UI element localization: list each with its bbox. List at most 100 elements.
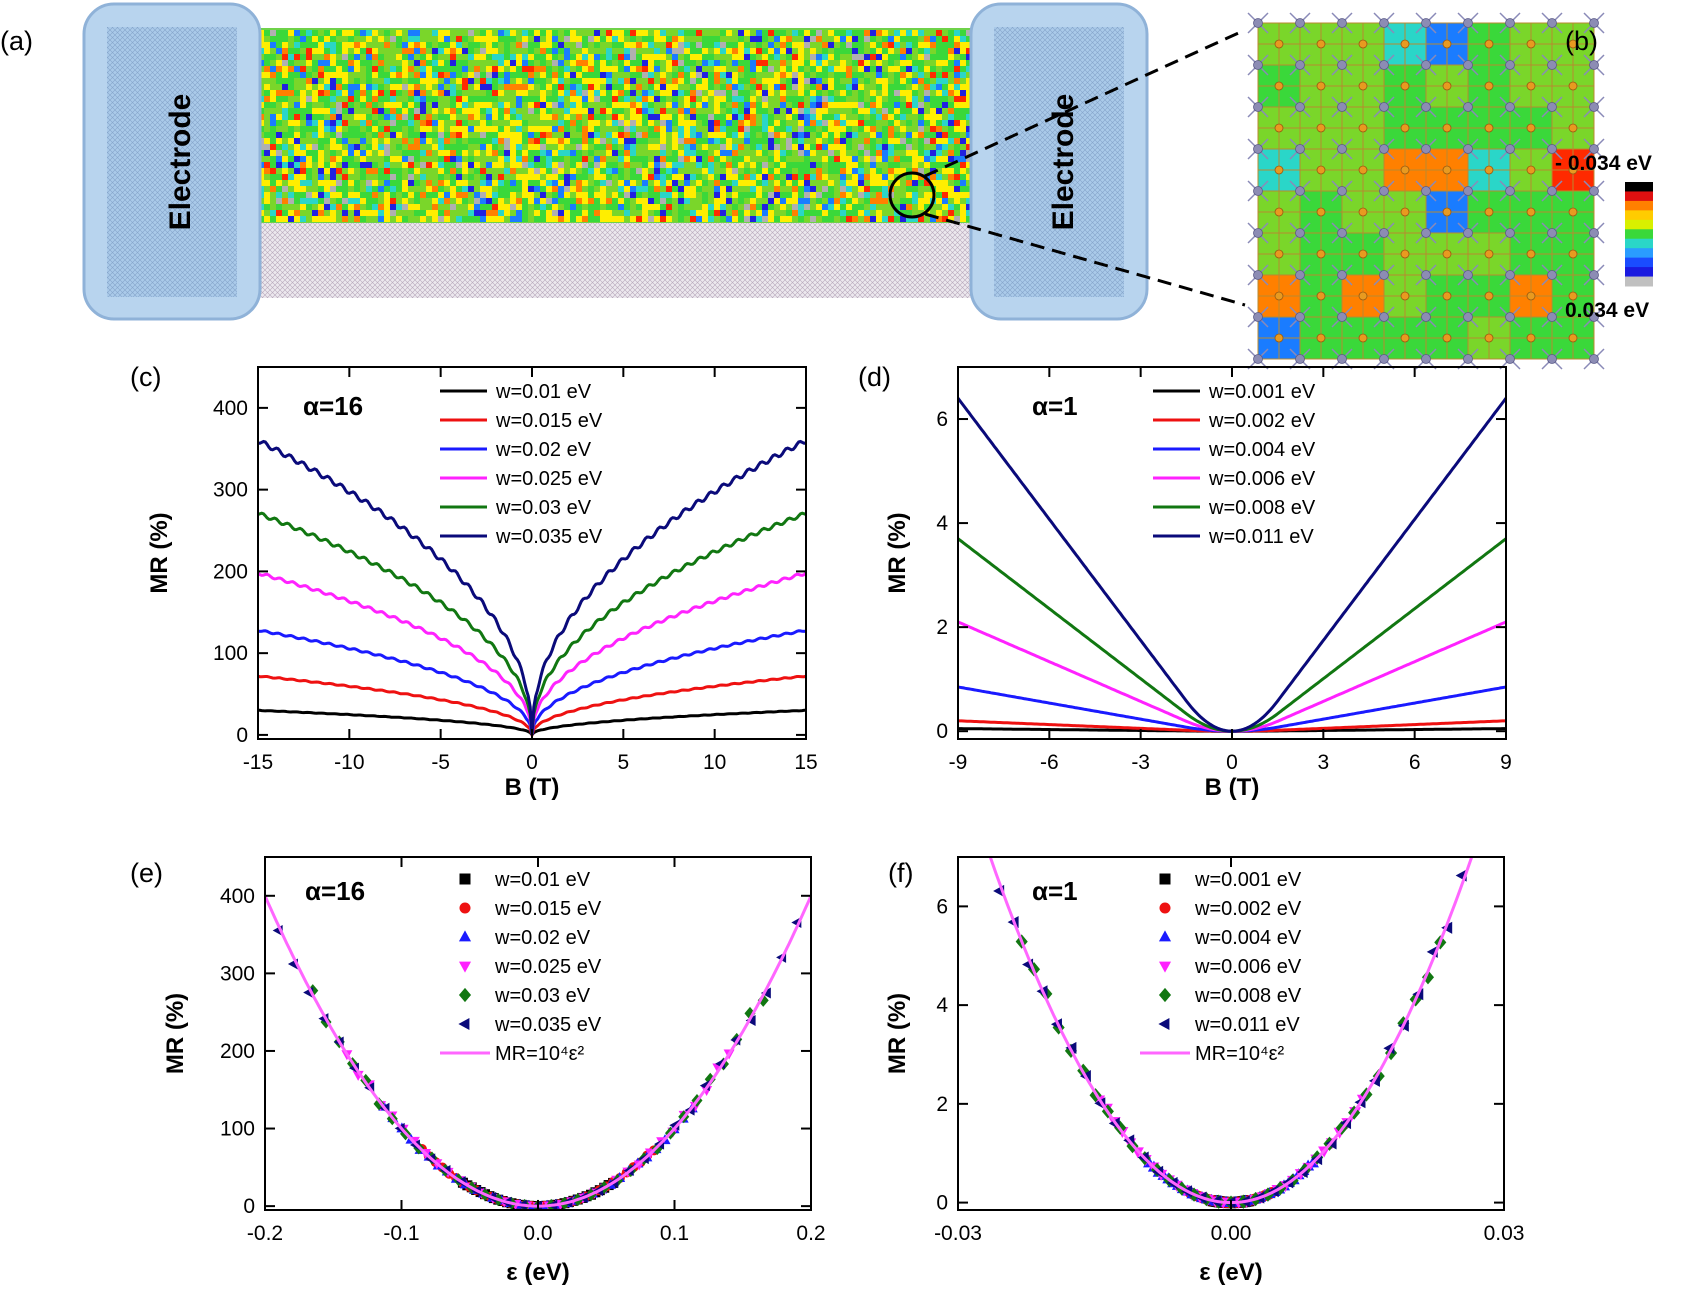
lattice-atom-site <box>1338 229 1347 238</box>
disorder-cell <box>858 102 864 108</box>
disorder-cell <box>450 66 456 72</box>
disorder-cell <box>270 108 276 114</box>
disorder-cell <box>876 126 882 132</box>
disorder-cell <box>810 72 816 78</box>
lattice-atom-center <box>1569 124 1577 132</box>
disorder-cell <box>828 84 834 90</box>
disorder-cell <box>588 198 594 204</box>
disorder-cell <box>774 114 780 120</box>
disorder-cell <box>288 90 294 96</box>
disorder-cell <box>564 96 570 102</box>
disorder-cell <box>348 204 354 210</box>
disorder-cell <box>810 216 816 222</box>
disorder-cell <box>870 54 876 60</box>
disorder-cell <box>318 162 324 168</box>
disorder-cell <box>954 36 960 42</box>
x-tick-label: 9 <box>1500 751 1512 774</box>
disorder-cell <box>774 78 780 84</box>
disorder-cell <box>906 144 912 150</box>
disorder-cell <box>768 102 774 108</box>
disorder-cell <box>810 66 816 72</box>
disorder-cell <box>738 186 744 192</box>
disorder-cell <box>432 60 438 66</box>
disorder-cell <box>342 138 348 144</box>
disorder-cell <box>858 168 864 174</box>
disorder-cell <box>306 204 312 210</box>
disorder-cell <box>942 186 948 192</box>
disorder-cell <box>834 210 840 216</box>
disorder-cell <box>876 204 882 210</box>
disorder-cell <box>684 36 690 42</box>
disorder-cell <box>384 138 390 144</box>
disorder-cell <box>714 168 720 174</box>
disorder-cell <box>750 120 756 126</box>
disorder-cell <box>426 126 432 132</box>
disorder-cell <box>642 102 648 108</box>
disorder-cell <box>456 114 462 120</box>
disorder-cell <box>456 90 462 96</box>
disorder-cell <box>858 60 864 66</box>
disorder-cell <box>372 156 378 162</box>
disorder-cell <box>840 72 846 78</box>
disorder-cell <box>558 60 564 66</box>
disorder-cell <box>354 144 360 150</box>
disorder-cell <box>864 156 870 162</box>
disorder-cell <box>516 186 522 192</box>
disorder-cell <box>660 60 666 66</box>
disorder-cell <box>936 90 942 96</box>
disorder-cell <box>648 84 654 90</box>
disorder-cell <box>402 216 408 222</box>
disorder-cell <box>672 192 678 198</box>
disorder-cell <box>504 36 510 42</box>
disorder-cell <box>654 126 660 132</box>
disorder-cell <box>660 126 666 132</box>
disorder-cell <box>510 78 516 84</box>
disorder-cell <box>720 66 726 72</box>
disorder-cell <box>420 42 426 48</box>
disorder-cell <box>612 66 618 72</box>
disorder-cell <box>366 66 372 72</box>
disorder-cell <box>348 102 354 108</box>
disorder-cell <box>408 90 414 96</box>
disorder-cell <box>774 126 780 132</box>
disorder-cell <box>714 186 720 192</box>
disorder-cell <box>630 192 636 198</box>
disorder-cell <box>816 60 822 66</box>
disorder-cell <box>696 114 702 120</box>
disorder-cell <box>714 120 720 126</box>
disorder-cell <box>594 186 600 192</box>
disorder-cell <box>516 180 522 186</box>
disorder-cell <box>372 210 378 216</box>
disorder-cell <box>738 96 744 102</box>
disorder-cell <box>474 102 480 108</box>
disorder-cell <box>510 54 516 60</box>
disorder-cell <box>858 114 864 120</box>
disorder-cell <box>282 168 288 174</box>
disorder-cell <box>762 78 768 84</box>
disorder-cell <box>738 144 744 150</box>
disorder-cell <box>612 42 618 48</box>
disorder-cell <box>540 156 546 162</box>
disorder-cell <box>612 126 618 132</box>
disorder-cell <box>480 30 486 36</box>
disorder-cell <box>408 72 414 78</box>
disorder-cell <box>936 54 942 60</box>
disorder-cell <box>432 54 438 60</box>
disorder-cell <box>894 36 900 42</box>
disorder-cell <box>342 66 348 72</box>
disorder-cell <box>822 162 828 168</box>
disorder-cell <box>732 216 738 222</box>
disorder-cell <box>708 48 714 54</box>
disorder-cell <box>882 108 888 114</box>
disorder-cell <box>804 168 810 174</box>
disorder-cell <box>306 120 312 126</box>
disorder-cell <box>486 216 492 222</box>
disorder-cell <box>456 126 462 132</box>
disorder-cell <box>600 126 606 132</box>
disorder-cell <box>612 198 618 204</box>
disorder-cell <box>852 30 858 36</box>
disorder-cell <box>792 54 798 60</box>
disorder-cell <box>480 144 486 150</box>
disorder-cell <box>660 210 666 216</box>
disorder-cell <box>282 150 288 156</box>
